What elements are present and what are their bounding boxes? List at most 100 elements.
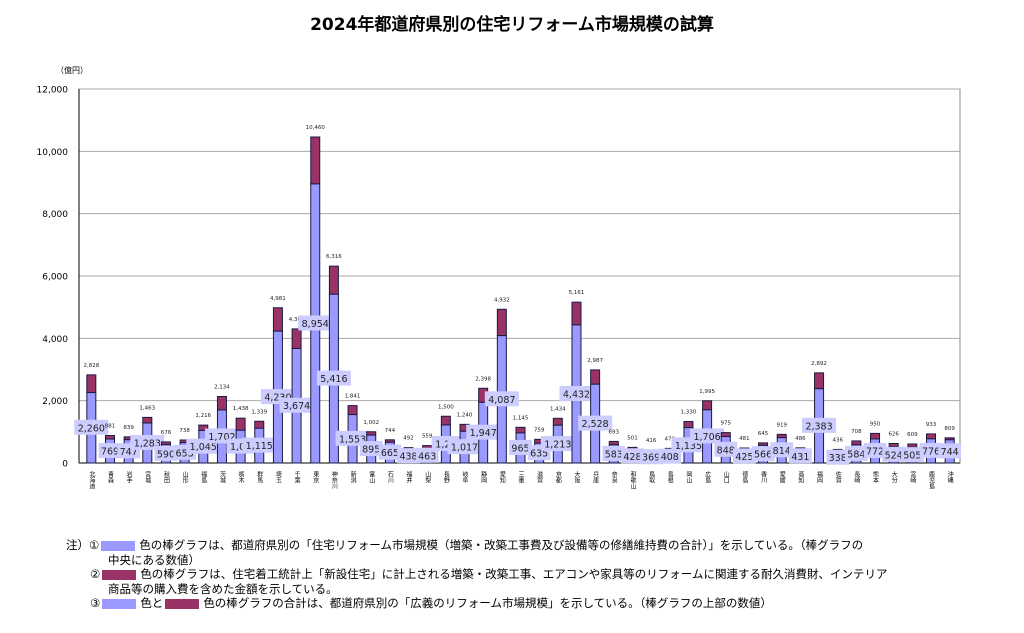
bar-extra-15 <box>366 431 377 436</box>
base-label-box <box>316 370 351 386</box>
bar-extra-7 <box>216 395 227 411</box>
base-label: 524 <box>885 450 903 461</box>
base-label-box <box>466 424 501 440</box>
base-label: 848 <box>717 445 735 456</box>
total-label: 2,987 <box>587 358 603 364</box>
total-label: 436 <box>832 437 843 443</box>
bar-extra-9 <box>254 420 265 429</box>
x-tick-label: 栃木 <box>237 470 244 484</box>
x-tick-label: 長野 <box>442 471 449 483</box>
x-tick-label: 福岡 <box>816 470 823 484</box>
base-label: 3,674 <box>283 401 310 412</box>
x-tick-label: 徳島 <box>741 470 748 484</box>
note-3-text-b: 色の棒グラフの合計は、都道府県別の「広義のリフォーム市場規模」を示している。（棒… <box>203 596 772 610</box>
note-2-text: 色の棒グラフは、住宅着工統計上「新設住宅」に計上される増築・改築工事、エアコンや… <box>140 567 888 581</box>
bar-extra-34 <box>720 432 731 438</box>
base-label-box <box>484 391 519 407</box>
bar-extra-22 <box>496 308 507 337</box>
base-label: 1,947 <box>470 428 497 439</box>
base-label: 1,115 <box>246 441 273 452</box>
base-label: 584 <box>847 449 865 460</box>
x-tick-label: 群馬 <box>256 470 263 484</box>
base-label: 776 <box>922 446 940 457</box>
x-tick-label: 岡山 <box>685 471 692 484</box>
x-tick-label: 秋田 <box>162 470 169 484</box>
x-tick-label: 神奈川 <box>330 470 337 489</box>
bar-extra-14 <box>347 405 358 416</box>
stacked-bar-chart: 0 2,000 4,000 6,000 8,000 10,000 12,000 （億円） 2,8… <box>37 65 962 490</box>
bar-extra-3 <box>142 416 153 424</box>
total-label: 744 <box>385 428 396 434</box>
bar-extra-26 <box>571 301 582 326</box>
y-tick-label: 10,000 <box>37 148 69 158</box>
base-label-box <box>802 417 837 433</box>
x-tick-label: 静岡 <box>480 470 487 484</box>
x-tick-label: 愛媛 <box>778 470 785 484</box>
base-label-box <box>788 448 812 464</box>
y-tick-label: 4,000 <box>42 335 68 345</box>
base-label: 8,954 <box>302 319 329 330</box>
base-label-box <box>415 447 439 463</box>
x-tick-label: 和歌山 <box>629 470 636 490</box>
bar-extra-19 <box>440 415 451 426</box>
base-label: 814 <box>773 446 791 457</box>
base-label: 2,260 <box>78 423 105 434</box>
bar-extra-23 <box>515 426 526 434</box>
total-label: 2,398 <box>475 376 491 382</box>
total-label: 609 <box>907 432 918 438</box>
x-tick-label: 香川 <box>760 470 767 483</box>
base-label: 505 <box>903 451 921 462</box>
base-label-box <box>621 448 644 464</box>
base-label-box <box>602 445 626 461</box>
base-label-box <box>844 445 868 461</box>
x-tick-label: 大阪 <box>573 470 580 484</box>
bar-extra-8 <box>235 417 246 431</box>
bar-extra-39 <box>814 372 825 390</box>
base-label: 463 <box>418 451 436 462</box>
chart-notes: 注）① 色の棒グラフは、都道府県別の「住宅リフォーム市場規模（増築・改築工事費及び… <box>66 538 887 611</box>
y-axis-unit: （億円） <box>56 65 88 75</box>
x-tick-label: 京都 <box>554 470 561 484</box>
bar-extra-27 <box>590 369 601 385</box>
total-label: 5,161 <box>569 290 585 296</box>
note-1-marker: 注）① <box>66 538 100 552</box>
base-label: 4,230 <box>264 393 291 404</box>
total-label: 486 <box>795 436 806 442</box>
total-label: 933 <box>926 422 937 428</box>
bar-extra-1 <box>104 435 115 440</box>
total-label: 759 <box>534 427 545 433</box>
bar-extra-25 <box>552 417 563 426</box>
total-label: 1,841 <box>345 394 361 400</box>
base-label-box <box>74 419 109 435</box>
x-tick-label: 兵庫 <box>592 470 599 484</box>
base-label-box <box>447 439 482 455</box>
x-tick-label: 佐賀 <box>834 470 841 484</box>
total-label: 1,463 <box>139 405 155 411</box>
base-label: 1,553 <box>339 434 366 445</box>
base-label: 965 <box>511 443 529 454</box>
note-2-cont: 商品等の購入費を含めた金額を示している。 <box>108 581 338 596</box>
x-tick-label: 山口 <box>722 470 729 484</box>
x-tick-label: 青森 <box>106 470 113 484</box>
total-label: 501 <box>627 435 638 441</box>
x-tick-label: 広島 <box>704 470 711 484</box>
base-label: 1,22 <box>435 439 456 450</box>
base-label-box <box>98 443 122 459</box>
y-tick-label: 2,000 <box>42 397 68 407</box>
base-label-box <box>279 397 314 413</box>
base-label: 428 <box>623 452 641 463</box>
bar-extra-10 <box>272 307 283 332</box>
extra-swatch <box>165 598 200 609</box>
bar-extra-11 <box>291 328 302 349</box>
x-tick-label: 岩手 <box>125 470 132 484</box>
base-label: 566 <box>754 450 772 461</box>
x-tick-label: 石川 <box>386 471 393 483</box>
total-label: 645 <box>758 431 769 437</box>
total-label: 950 <box>870 421 881 427</box>
base-label-box <box>714 441 738 457</box>
x-tick-label: 岐阜 <box>461 470 468 484</box>
note-1: 注）① 色の棒グラフは、都道府県別の「住宅リフォーム市場規模（増築・改築工事費及び… <box>66 538 887 553</box>
total-label: 919 <box>776 422 787 428</box>
total-label: 1,500 <box>438 404 454 410</box>
y-tick-label: 0 <box>62 460 68 470</box>
